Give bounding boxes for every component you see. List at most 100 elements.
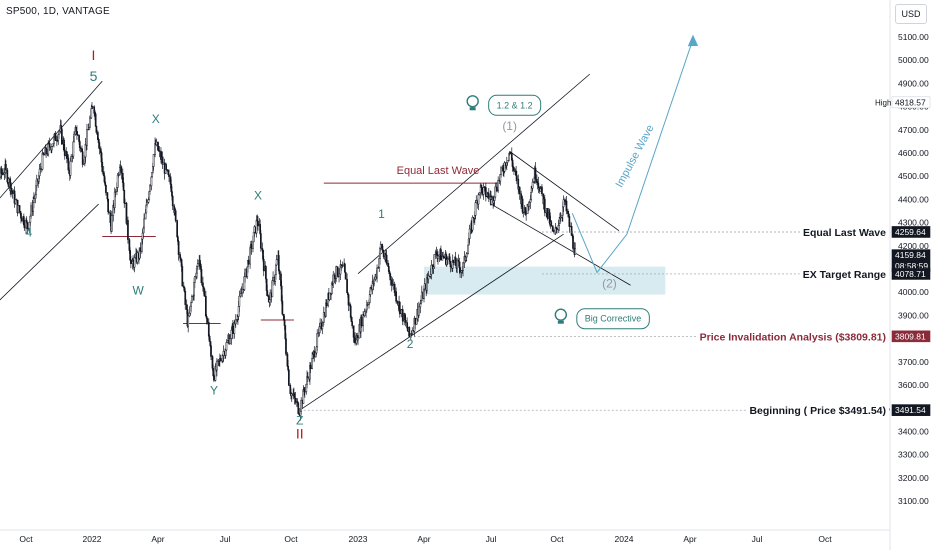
candle-body	[69, 160, 72, 176]
candle-body	[252, 241, 254, 249]
candle-body	[232, 325, 234, 334]
time-tick-label: Oct	[818, 534, 832, 544]
upper-channel-line[interactable]	[0, 80, 103, 243]
candle-body	[354, 338, 356, 344]
candle-body	[39, 168, 42, 170]
candle-body	[569, 225, 571, 227]
candle-body	[127, 220, 129, 240]
time-tick-label: Jul	[752, 534, 763, 544]
annotation-text: Equal Last Wave	[397, 165, 480, 177]
candle-body	[122, 182, 125, 191]
candle-body	[503, 162, 506, 172]
target-range-level-label: EX Target Range	[803, 269, 886, 281]
candle-body	[562, 199, 565, 208]
candle-body	[42, 152, 45, 155]
candle-body	[509, 152, 512, 154]
candle-body	[347, 294, 350, 306]
candle-body	[528, 202, 530, 207]
candle-body	[90, 108, 93, 119]
candle-body	[144, 212, 147, 220]
countdown-label: 08:58:59	[895, 261, 928, 271]
candle-body	[559, 216, 562, 219]
wave-label: 2	[407, 337, 414, 351]
level-label-bg	[799, 267, 890, 282]
wave-label: Z	[296, 413, 303, 427]
callout-box[interactable]	[576, 308, 650, 330]
price-tick-label: 3600.00	[898, 380, 929, 390]
price-badge-label: 4259.64	[895, 227, 926, 237]
rising-channel-lower[interactable]	[299, 233, 564, 411]
projection-path[interactable]	[571, 213, 628, 274]
candle-body	[550, 221, 553, 226]
candle-body	[155, 141, 158, 145]
candle-body	[452, 259, 455, 263]
candle-body	[338, 273, 340, 277]
price-tick-label: 3300.00	[898, 450, 929, 460]
candle-body	[278, 270, 281, 275]
price-badge-label: 3491.54	[895, 405, 926, 415]
wave-label: 1	[378, 207, 385, 221]
impulse-wave-arrow[interactable]	[626, 39, 694, 235]
candle-body	[303, 391, 306, 393]
candle-body	[475, 200, 478, 203]
candle-body	[168, 174, 170, 178]
candle-body	[515, 175, 518, 180]
wave-label: Y	[210, 383, 218, 397]
candle-body	[531, 181, 534, 189]
candle-body	[35, 178, 38, 187]
time-tick-label: Apr	[417, 534, 430, 544]
beginning-level-label: Beginning ( Price $3491.54)	[749, 405, 886, 417]
candle-body	[230, 329, 233, 339]
candle-body	[225, 342, 228, 351]
candle-body	[54, 133, 57, 141]
candle-body	[287, 369, 290, 386]
candle-body	[309, 365, 312, 369]
candle-body	[70, 156, 73, 162]
falling-channel-lower[interactable]	[490, 203, 631, 286]
candle-body	[108, 211, 110, 214]
candle-body	[26, 222, 29, 229]
candle-body	[101, 161, 104, 172]
candle-body	[414, 317, 417, 325]
candle-body	[244, 269, 246, 277]
candle-body	[207, 322, 210, 337]
currency-button[interactable]: USD	[895, 4, 927, 24]
candle-body	[50, 146, 53, 151]
time-tick-label: 2023	[349, 534, 368, 544]
equal-last-wave-level-label: Equal Last Wave	[803, 227, 886, 239]
candle-body	[234, 319, 237, 325]
candle-body	[370, 287, 373, 290]
candle-body	[379, 244, 382, 249]
price-tick-label: 5000.00	[898, 55, 929, 65]
candle-body	[82, 163, 85, 165]
candle-body	[500, 167, 502, 175]
lower-channel-line[interactable]	[0, 203, 99, 339]
candle-body	[277, 255, 280, 271]
candle-body	[346, 279, 348, 294]
candle-body	[556, 228, 558, 230]
candle-body	[200, 268, 203, 284]
wave-label: 4	[26, 226, 33, 240]
price-tick-label: 4400.00	[898, 194, 929, 204]
callout-box[interactable]	[488, 94, 542, 116]
rising-channel-upper[interactable]	[357, 73, 591, 274]
candle-body	[165, 164, 167, 170]
candle-body	[241, 288, 244, 294]
price-badge	[891, 330, 931, 343]
target-range-zone	[424, 266, 666, 295]
candle-body	[404, 320, 407, 323]
candle-body	[541, 186, 543, 194]
candle-body	[61, 128, 63, 145]
falling-channel-upper[interactable]	[509, 151, 620, 232]
candle-body	[344, 263, 346, 273]
candle-body	[133, 257, 136, 268]
candle-body	[408, 327, 411, 337]
candle-body	[88, 117, 91, 128]
candle-body	[319, 322, 321, 328]
candle-body	[395, 291, 397, 302]
candle-body	[376, 267, 378, 278]
price-badge-label: 4818.57	[895, 97, 926, 107]
candle-body	[114, 191, 117, 193]
candle-body	[497, 180, 500, 191]
